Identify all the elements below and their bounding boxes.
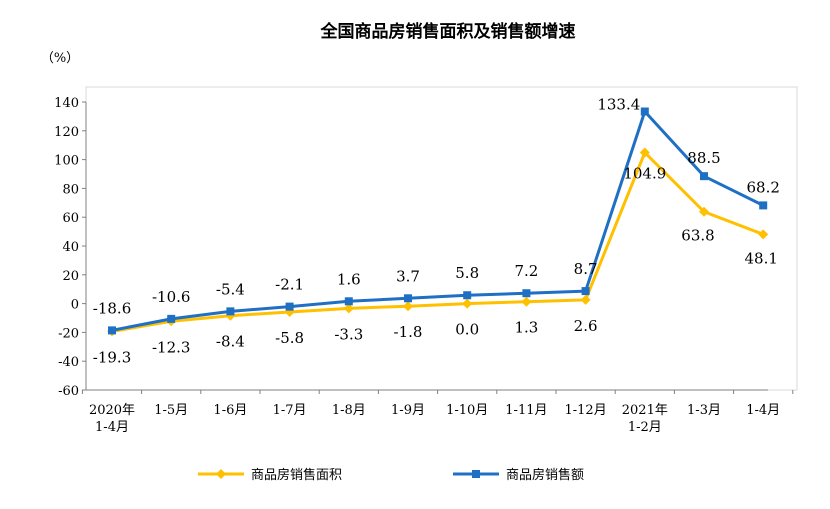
- data-label: 104.9: [623, 165, 666, 183]
- data-label: -8.4: [216, 333, 245, 351]
- series-line-1: [111, 110, 764, 332]
- y-tick-label: 140: [54, 96, 79, 111]
- data-label: 133.4: [597, 96, 640, 114]
- data-point: [462, 298, 473, 309]
- y-tick-label: -20: [58, 326, 79, 341]
- x-tick-label: 1-5月: [154, 403, 188, 418]
- data-point: [521, 296, 532, 307]
- data-label: 63.8: [681, 227, 714, 245]
- data-label: 8.7: [574, 260, 598, 278]
- data-point: [759, 201, 768, 210]
- data-label: 1.6: [337, 270, 361, 288]
- x-tick-label: 1-2月: [628, 420, 662, 435]
- x-tick-label: 1-10月: [446, 403, 488, 418]
- legend-marker: [216, 469, 226, 479]
- data-point: [404, 294, 412, 303]
- y-tick-label: -60: [58, 384, 79, 399]
- legend: 商品房销售面积 商品房销售额: [198, 467, 584, 483]
- series-line-0: [111, 151, 764, 333]
- data-point: [226, 307, 235, 316]
- legend-item-1: 商品房销售额: [453, 467, 584, 483]
- data-labels: -19.3 -12.3 -8.4 -5.8 -3.3 -1.8 0.0 1.3 2.6 104.9…: [93, 96, 780, 367]
- data-point: [639, 147, 650, 158]
- legend-marker: [472, 470, 480, 478]
- x-tick-label: 1-7月: [273, 403, 307, 418]
- y-axis: -60 -40 -20 0 20 40 60 80 100 120 140: [54, 96, 87, 399]
- y-tick-label: 20: [62, 269, 79, 284]
- data-label: 88.5: [687, 149, 720, 167]
- x-axis: 2020年 1-4月 1-5月 1-6月 1-7月 1-8月 1-9月 1-10月 1-11月 1…: [81, 389, 794, 435]
- data-label: 1.3: [514, 319, 538, 337]
- data-label: -3.3: [334, 325, 363, 343]
- data-label: 3.7: [396, 267, 420, 285]
- data-point: [403, 301, 413, 312]
- data-point: [581, 287, 590, 296]
- legend-label: 商品房销售面积: [251, 467, 342, 483]
- data-label: 48.1: [744, 249, 777, 267]
- x-tick-label: 1-4月: [746, 403, 780, 418]
- data-point: [285, 302, 294, 311]
- data-point: [522, 289, 531, 298]
- data-label: 5.8: [455, 264, 479, 282]
- y-tick-label: 0: [71, 298, 79, 313]
- data-label: -5.4: [216, 280, 245, 298]
- data-point: [343, 303, 354, 314]
- y-axis-unit: （%）: [41, 51, 79, 66]
- chart-title: 全国商品房销售面积及销售额增速: [320, 21, 576, 42]
- x-tick-label: 2021年: [622, 403, 668, 418]
- data-point: [463, 291, 472, 300]
- y-tick-label: 100: [54, 154, 79, 169]
- data-point: [344, 297, 353, 306]
- x-tick-label: 1-4月: [95, 420, 129, 435]
- data-label: 2.6: [574, 317, 598, 335]
- x-tick-label: 1-12月: [564, 403, 606, 418]
- data-label: -18.6: [93, 299, 131, 317]
- x-tick-label: 2020年: [89, 403, 135, 418]
- data-point: [758, 229, 769, 240]
- data-label: -12.3: [152, 338, 190, 356]
- data-point: [699, 206, 709, 217]
- data-label: -5.8: [275, 329, 304, 347]
- data-point: [580, 294, 591, 305]
- legend-item-0: 商品房销售面积: [198, 467, 342, 483]
- data-point: [167, 314, 176, 323]
- data-label: 7.2: [514, 262, 538, 280]
- data-label: -2.1: [275, 276, 304, 294]
- x-tick-label: 1-3月: [687, 403, 721, 418]
- x-tick-label: 1-11月: [505, 403, 547, 418]
- x-tick-label: 1-8月: [332, 403, 366, 418]
- x-tick-label: 1-6月: [213, 403, 247, 418]
- x-tick-label: 1-9月: [391, 403, 425, 418]
- y-tick-label: 120: [54, 125, 79, 140]
- y-tick-label: 80: [62, 182, 79, 197]
- series-layer: [107, 107, 769, 337]
- data-point: [640, 107, 649, 116]
- data-label: 68.2: [746, 178, 779, 196]
- data-label: -19.3: [93, 348, 131, 366]
- legend-label: 商品房销售额: [506, 467, 584, 483]
- data-point: [108, 326, 116, 335]
- data-point: [700, 172, 708, 181]
- data-label: -10.6: [152, 288, 190, 306]
- y-tick-label: -40: [58, 355, 79, 370]
- y-tick-label: 40: [62, 240, 79, 255]
- y-tick-label: 60: [62, 211, 79, 226]
- data-label: -1.8: [394, 323, 423, 341]
- data-label: 0.0: [455, 321, 479, 339]
